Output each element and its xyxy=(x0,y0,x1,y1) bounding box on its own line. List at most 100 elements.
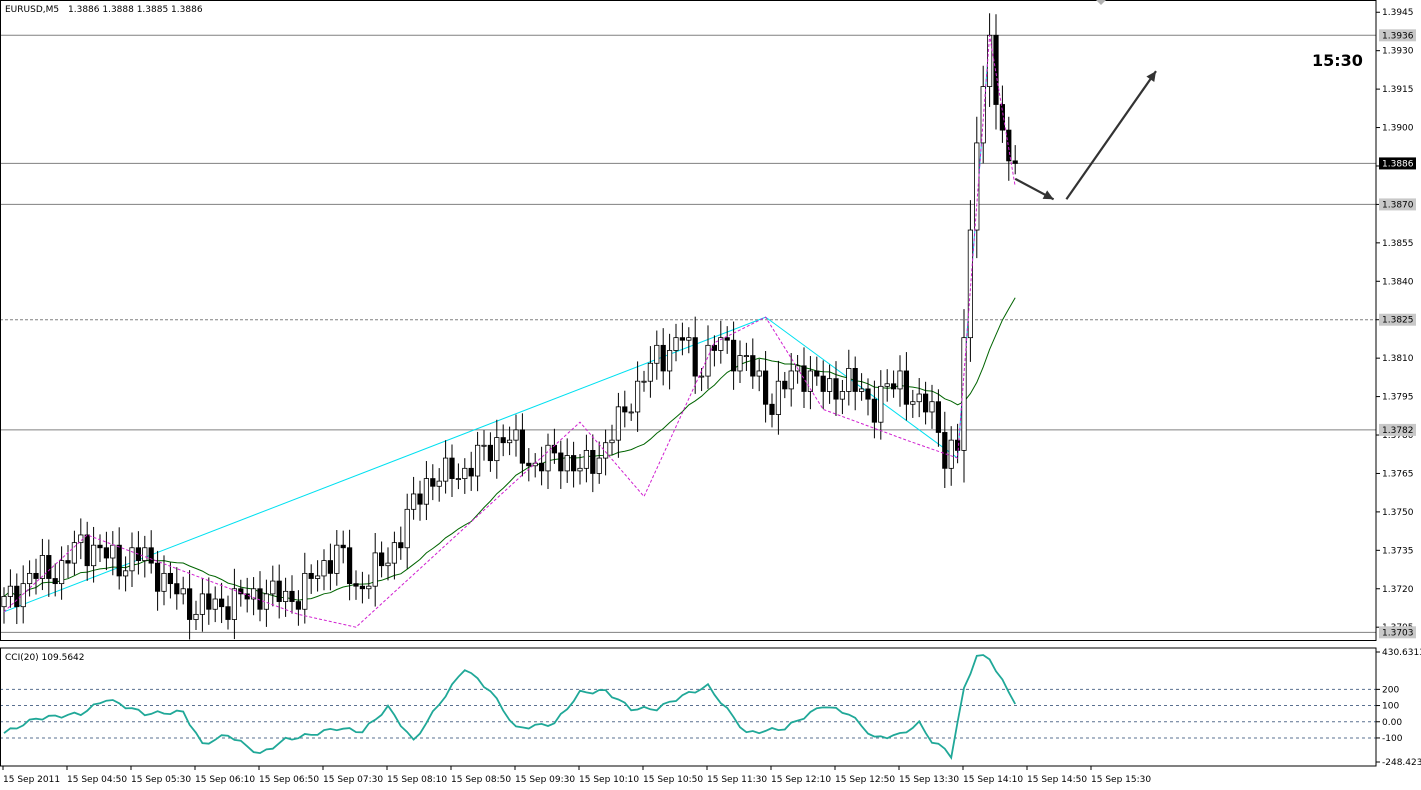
time-tick-label: 15 Sep 05:30 xyxy=(131,775,191,785)
price-tick-label: 1.3810 xyxy=(1382,354,1414,364)
candle-body xyxy=(839,391,846,400)
candle-body xyxy=(513,429,519,441)
candle xyxy=(91,526,97,583)
candle-body xyxy=(193,613,199,620)
candle-body xyxy=(308,572,314,579)
price-level-label: 1.3936 xyxy=(1382,31,1414,41)
candle xyxy=(327,543,334,591)
candle xyxy=(558,440,564,489)
candle xyxy=(270,565,276,607)
candle xyxy=(154,550,161,611)
candle-body xyxy=(500,437,506,444)
price-level-box xyxy=(1379,157,1416,170)
time-tick-label: 15 Sep 10:50 xyxy=(643,775,703,785)
candle-body xyxy=(974,142,980,231)
candle xyxy=(545,433,551,489)
candle-body xyxy=(903,370,910,405)
candle xyxy=(1,587,7,624)
candle xyxy=(468,451,474,491)
candle-body xyxy=(807,370,814,392)
candle-body xyxy=(462,467,468,479)
candle xyxy=(314,560,321,592)
price-tick-label: 1.3930 xyxy=(1382,47,1414,57)
time-tick-label: 15 Sep 14:50 xyxy=(1027,775,1087,785)
candle xyxy=(660,328,666,386)
candle xyxy=(891,370,897,398)
candle xyxy=(667,333,673,390)
arrow-head xyxy=(1042,190,1054,200)
time-tick-label: 15 Sep 07:30 xyxy=(323,775,383,785)
candle xyxy=(718,320,724,364)
candle-body xyxy=(743,355,750,357)
price-tick-label: 1.3735 xyxy=(1382,546,1414,556)
candle xyxy=(321,549,327,591)
price-tick-label: 1.3855 xyxy=(1382,239,1414,249)
candle-body xyxy=(654,344,660,364)
candle-body xyxy=(46,555,52,579)
candle xyxy=(513,414,519,457)
candle-body xyxy=(33,572,39,579)
candle xyxy=(814,356,820,386)
time-tick-label: 15 Sep 08:50 xyxy=(451,775,511,785)
candle xyxy=(654,330,660,380)
candle-body xyxy=(788,370,794,390)
candle xyxy=(993,14,999,130)
candle-body xyxy=(417,493,423,505)
candle xyxy=(123,556,129,592)
symbol-label: EURUSD,M5 xyxy=(5,5,59,15)
candle-body xyxy=(468,467,474,477)
candle xyxy=(897,355,903,407)
candle xyxy=(308,564,314,594)
candle xyxy=(180,576,186,605)
price-tick-label: 1.3780 xyxy=(1382,431,1414,441)
candle xyxy=(231,568,237,640)
candle-body xyxy=(878,385,884,423)
time-tick-label: 15 Sep 08:10 xyxy=(387,775,447,785)
candle xyxy=(833,361,839,417)
candle xyxy=(801,347,807,408)
candle xyxy=(769,393,775,428)
candle-body xyxy=(775,380,782,415)
candle-body xyxy=(571,455,577,472)
price-level-label: 1.3782 xyxy=(1382,426,1414,436)
candle-body xyxy=(282,590,289,602)
time-tick-label: 15 Sep 06:10 xyxy=(195,775,255,785)
time-tick-label: 15 Sep 04:50 xyxy=(67,775,127,785)
candle-body xyxy=(577,467,583,472)
candle xyxy=(430,464,436,501)
candle xyxy=(46,539,52,597)
candle-body xyxy=(558,452,564,472)
price-level-box xyxy=(1379,198,1416,211)
candle xyxy=(116,527,122,590)
candle-body xyxy=(852,368,858,392)
candle xyxy=(628,403,634,421)
candle-body xyxy=(302,572,308,610)
candle xyxy=(346,529,353,601)
candle-body xyxy=(692,337,698,377)
candle xyxy=(788,353,794,407)
candle-body xyxy=(897,370,903,390)
candle-body xyxy=(103,547,109,559)
candle xyxy=(724,326,730,354)
time-tick-label: 15 Sep 14:10 xyxy=(963,775,1023,785)
candle-body xyxy=(487,444,494,462)
candle xyxy=(737,340,743,384)
candle xyxy=(250,577,257,616)
candle-body xyxy=(404,508,410,549)
candle-body xyxy=(327,560,334,574)
candle xyxy=(590,434,596,493)
candle-body xyxy=(449,457,455,479)
price-level-label: 1.3886 xyxy=(1382,159,1414,169)
candle-body xyxy=(564,455,570,472)
time-tick-label: 15 Sep 06:50 xyxy=(259,775,319,785)
candle-body xyxy=(1006,129,1012,162)
candle xyxy=(52,563,58,597)
candle xyxy=(615,392,622,458)
arrow-shaft xyxy=(1065,70,1157,200)
candle-body xyxy=(250,588,257,600)
candle xyxy=(923,381,929,425)
time-tick-label: 15 Sep 2011 xyxy=(3,775,60,785)
candle-body xyxy=(724,337,730,341)
candle-body xyxy=(1,596,7,608)
price-tick-label: 1.3915 xyxy=(1382,85,1414,95)
